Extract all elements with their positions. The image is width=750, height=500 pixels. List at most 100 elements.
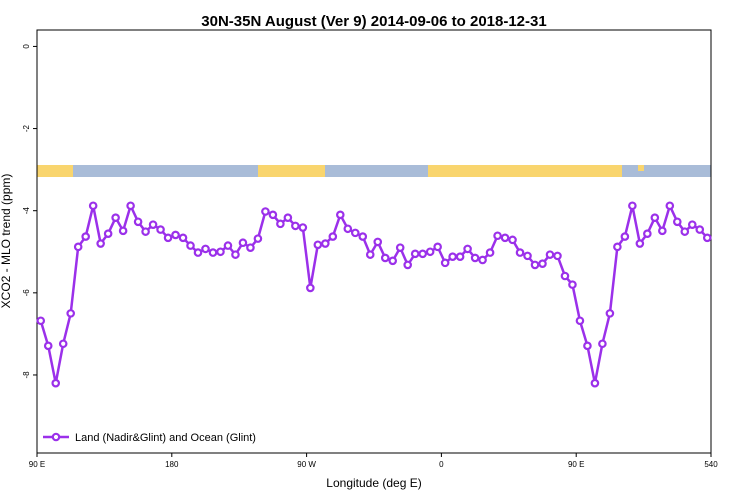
data-point — [620, 232, 630, 241]
data-point — [508, 235, 517, 245]
data-point — [111, 213, 120, 222]
data-point — [358, 232, 368, 241]
data-point — [560, 271, 570, 281]
data-point — [395, 243, 405, 252]
data-point — [628, 201, 637, 211]
data-point — [605, 309, 615, 318]
data-point — [650, 213, 660, 222]
data-point — [298, 223, 308, 232]
data-point — [440, 258, 450, 268]
data-point — [291, 221, 300, 231]
legend-label: Land (Nadir&Glint) and Ocean (Glint) — [75, 432, 256, 444]
data-point — [365, 250, 375, 259]
data-point — [253, 234, 263, 243]
data-point — [433, 242, 442, 252]
data-point — [493, 231, 502, 241]
data-point — [126, 201, 135, 211]
data-point — [193, 248, 203, 257]
data-point — [448, 252, 457, 261]
data-point — [261, 207, 270, 216]
data-point — [133, 217, 143, 227]
legend-marker — [51, 432, 61, 442]
data-point — [455, 252, 465, 261]
x-tick-label: 540 — [704, 460, 718, 469]
data-point — [96, 239, 105, 248]
data-point — [350, 228, 360, 238]
data-point — [478, 255, 487, 265]
land-ocean-band — [37, 165, 711, 177]
y-tick-label: -8 — [22, 371, 31, 379]
data-point — [425, 247, 435, 257]
data-point — [88, 201, 98, 211]
data-point — [171, 230, 180, 240]
data-point — [687, 220, 697, 229]
data-point — [575, 316, 585, 326]
data-point — [178, 233, 188, 243]
data-point — [51, 378, 61, 388]
data-point — [283, 213, 293, 222]
data-point — [216, 247, 225, 257]
data-point — [515, 248, 525, 257]
data-point — [643, 229, 652, 238]
data-point — [208, 248, 218, 257]
data-point — [523, 251, 532, 261]
y-tick-label: -2 — [22, 124, 31, 132]
data-point — [538, 259, 547, 268]
data-point — [141, 227, 150, 236]
data-point — [403, 260, 413, 270]
land-band — [428, 165, 622, 177]
plot-frame — [36, 29, 712, 454]
data-point — [598, 339, 607, 349]
data-point — [418, 249, 427, 259]
series-line — [39, 202, 709, 384]
data-point — [73, 242, 83, 252]
data-point — [321, 239, 330, 248]
data-point — [103, 229, 113, 238]
data-point — [313, 240, 323, 250]
data-point — [553, 251, 562, 261]
data-point — [36, 316, 46, 326]
data-point — [66, 309, 76, 318]
data-point — [695, 225, 705, 234]
data-point — [306, 283, 315, 293]
y-axis-label: XCO2 - MLO trend (ppm) — [0, 174, 13, 309]
data-point — [545, 250, 555, 259]
data-point — [613, 242, 622, 252]
land-band — [258, 165, 325, 177]
data-point — [463, 244, 472, 254]
data-point — [201, 244, 210, 254]
data-point — [635, 239, 645, 248]
data-point — [702, 233, 712, 243]
data-point — [246, 243, 255, 252]
x-tick-label: 90 E — [29, 460, 45, 469]
data-point — [335, 210, 345, 220]
y-tick-label: 0 — [22, 44, 31, 49]
data-point — [238, 238, 248, 248]
data-point — [665, 201, 675, 211]
data-point — [148, 220, 158, 229]
data-point — [530, 260, 540, 270]
data-point — [163, 233, 173, 243]
data-point — [410, 249, 420, 259]
x-tick-label: 180 — [165, 460, 179, 469]
data-point — [223, 241, 233, 250]
y-tick-label: -4 — [22, 207, 31, 215]
data-point — [186, 241, 195, 250]
data-point — [470, 253, 480, 263]
y-tick-label: -6 — [22, 289, 31, 297]
data-point — [680, 227, 690, 236]
data-point — [583, 341, 592, 351]
data-point — [268, 210, 278, 220]
data-point — [231, 250, 240, 259]
x-tick-label: 0 — [439, 460, 444, 469]
data-point — [672, 217, 682, 227]
x-tick-label: 90 E — [568, 460, 584, 469]
data-point — [380, 253, 390, 263]
data-point — [568, 280, 577, 289]
data-point — [43, 341, 53, 351]
data-point — [118, 226, 128, 236]
chart-title: 30N-35N August (Ver 9) 2014-09-06 to 201… — [201, 13, 546, 30]
data-point — [156, 225, 165, 234]
data-point — [500, 233, 510, 243]
